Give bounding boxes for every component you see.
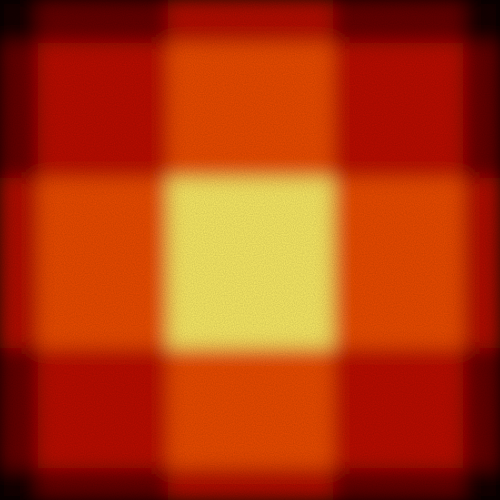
- heatmap-canvas: [0, 0, 500, 500]
- heatmap-plot: [0, 0, 500, 500]
- heatmap-noise-overlay: [0, 0, 500, 500]
